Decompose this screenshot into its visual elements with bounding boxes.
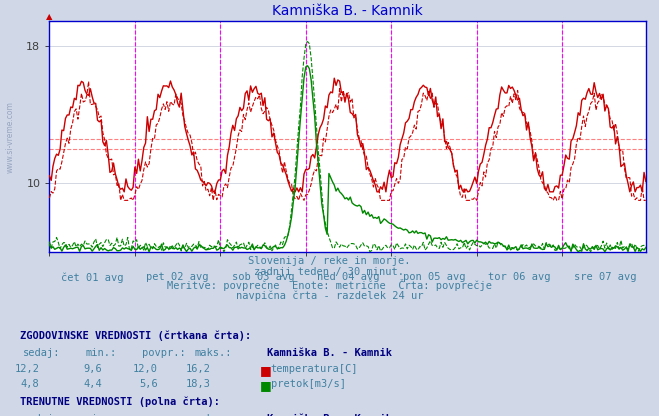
Text: pet 02 avg: pet 02 avg — [146, 272, 209, 282]
Text: sedaj:: sedaj: — [23, 414, 61, 416]
Text: 4,8: 4,8 — [21, 379, 40, 389]
Text: sob 03 avg: sob 03 avg — [232, 272, 295, 282]
Text: ZGODOVINSKE VREDNOSTI (črtkana črta):: ZGODOVINSKE VREDNOSTI (črtkana črta): — [20, 331, 251, 341]
Text: TRENUTNE VREDNOSTI (polna črta):: TRENUTNE VREDNOSTI (polna črta): — [20, 396, 219, 407]
Text: ■: ■ — [260, 364, 272, 377]
Text: temperatura[C]: temperatura[C] — [271, 364, 358, 374]
Text: Meritve: povprečne  Enote: metrične  Črta: povprečje: Meritve: povprečne Enote: metrične Črta:… — [167, 279, 492, 291]
Text: ned 04 avg: ned 04 avg — [317, 272, 380, 282]
Text: 16,2: 16,2 — [186, 364, 211, 374]
Text: tor 06 avg: tor 06 avg — [488, 272, 551, 282]
Text: pon 05 avg: pon 05 avg — [403, 272, 465, 282]
Text: min.:: min.: — [86, 348, 117, 358]
Text: Slovenija / reke in morje.: Slovenija / reke in morje. — [248, 256, 411, 266]
Text: 9,6: 9,6 — [84, 364, 102, 374]
Text: maks.:: maks.: — [194, 348, 232, 358]
Text: 4,4: 4,4 — [84, 379, 102, 389]
Text: min.:: min.: — [86, 414, 117, 416]
Text: 18,3: 18,3 — [186, 379, 211, 389]
Text: sre 07 avg: sre 07 avg — [573, 272, 636, 282]
Text: 12,0: 12,0 — [133, 364, 158, 374]
Text: ▲: ▲ — [46, 12, 53, 21]
Text: zadnji teden / 30 minut.: zadnji teden / 30 minut. — [254, 267, 405, 277]
Text: Kamniška B. - Kamnik: Kamniška B. - Kamnik — [267, 414, 392, 416]
Text: maks.:: maks.: — [194, 414, 232, 416]
Text: čet 01 avg: čet 01 avg — [61, 272, 123, 283]
Title: Kamniška B. - Kamnik: Kamniška B. - Kamnik — [272, 4, 423, 18]
Text: pretok[m3/s]: pretok[m3/s] — [271, 379, 346, 389]
Text: povpr.:: povpr.: — [142, 414, 185, 416]
Text: navpična črta - razdelek 24 ur: navpična črta - razdelek 24 ur — [236, 291, 423, 301]
Text: ■: ■ — [260, 379, 272, 392]
Text: sedaj:: sedaj: — [23, 348, 61, 358]
Text: www.si-vreme.com: www.si-vreme.com — [5, 102, 14, 173]
Text: 5,6: 5,6 — [140, 379, 158, 389]
Text: povpr.:: povpr.: — [142, 348, 185, 358]
Text: 12,2: 12,2 — [14, 364, 40, 374]
Text: Kamniška B. - Kamnik: Kamniška B. - Kamnik — [267, 348, 392, 358]
